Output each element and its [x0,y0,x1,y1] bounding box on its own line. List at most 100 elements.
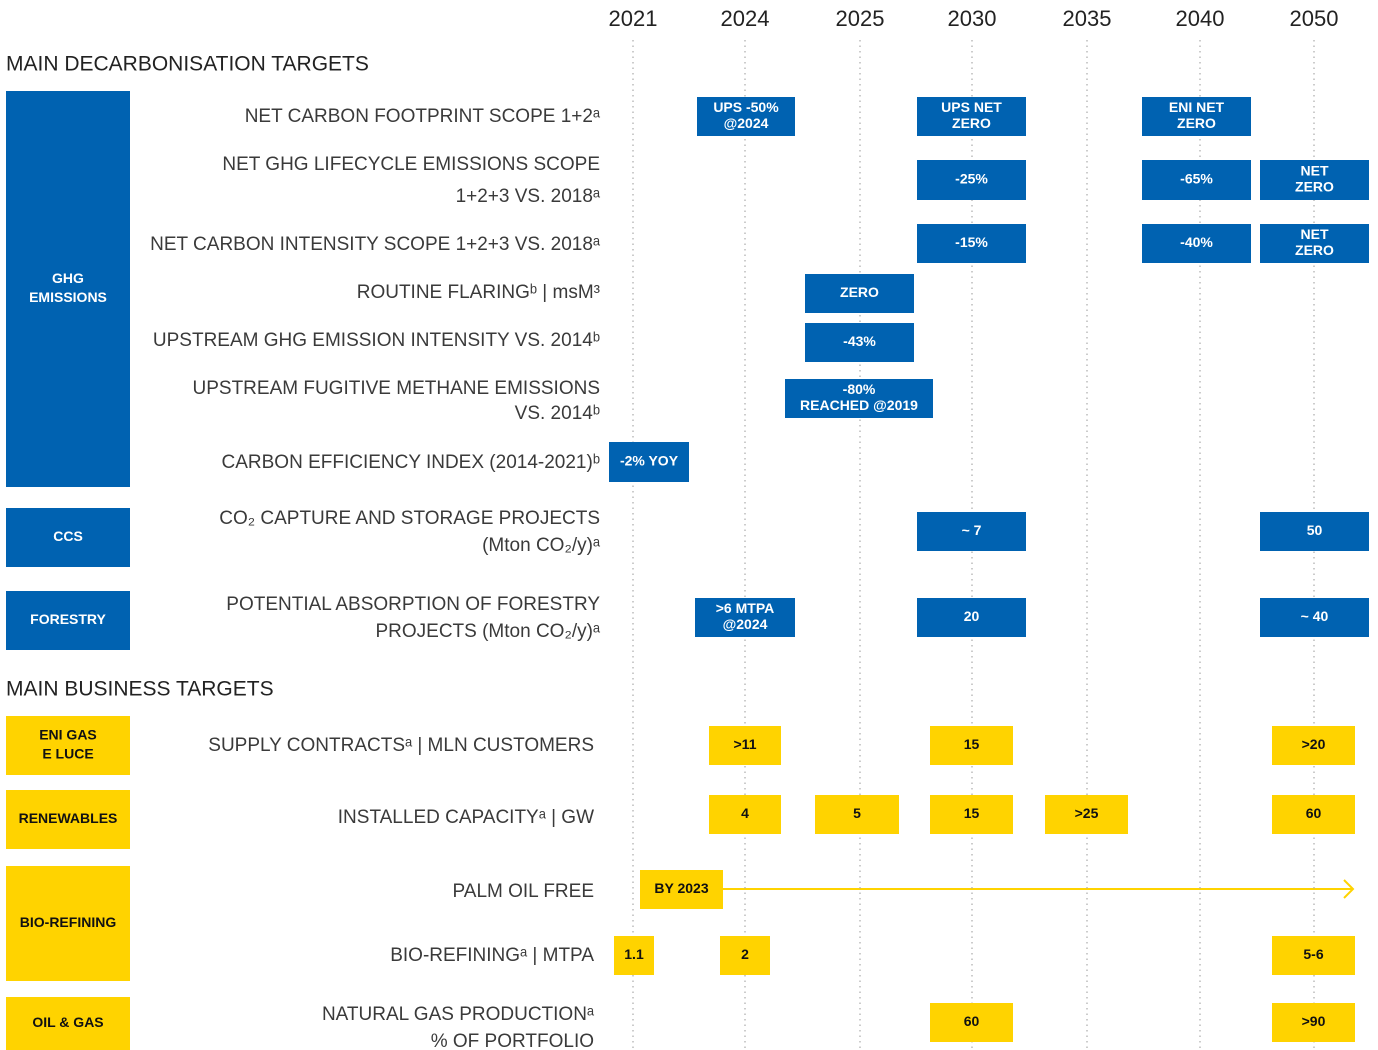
group-name: GHG [52,270,84,286]
target-box [1260,598,1369,637]
target-box [1272,795,1355,834]
target-value: ZERO [952,115,991,131]
target-value: 60 [1306,805,1322,821]
row-label: UPSTREAM FUGITIVE METHANE EMISSIONS [193,378,601,399]
group-name: RENEWABLES [19,810,118,826]
group-name: OIL & GAS [32,1014,103,1030]
target-value: 15 [964,736,980,752]
target-box [1260,224,1369,263]
target-box [720,936,770,975]
target-value: >6 MTPA [716,600,774,616]
group-box [6,866,130,981]
target-value: 4 [741,805,749,821]
group-box [6,591,130,650]
year-label: 2050 [1290,6,1339,31]
group-box [6,997,130,1050]
section-title: MAIN DECARBONISATION TARGETS [6,53,369,76]
target-value: BY 2023 [654,880,708,896]
group-box [6,508,130,567]
target-value: 5-6 [1303,946,1323,962]
target-value: -2% YOY [620,453,679,469]
target-box [815,795,899,834]
year-label: 2030 [948,6,997,31]
year-label: 2040 [1176,6,1225,31]
year-label: 2021 [609,6,658,31]
target-value: @2024 [724,115,769,131]
group-name: CCS [53,528,83,544]
target-box [1260,512,1369,551]
target-box [930,726,1013,765]
group-name: BIO-REFINING [20,914,117,930]
row-label: POTENTIAL ABSORPTION OF FORESTRY [226,594,600,615]
background-layer [6,40,1369,1050]
target-box [1260,160,1369,200]
target-value: >25 [1075,805,1099,821]
year-label: 2025 [836,6,885,31]
target-value: ENI NET [1169,99,1225,115]
group-name: EMISSIONS [29,289,107,305]
target-value: -40% [1180,234,1213,250]
target-value: -65% [1180,171,1213,187]
target-box [1272,1003,1355,1042]
group-box [6,790,130,849]
target-value: >11 [734,736,757,752]
target-box [695,598,795,637]
target-box [917,97,1026,136]
row-label: VS. 2014ᵇ [515,403,600,424]
target-value: 20 [964,608,980,624]
target-box [917,160,1026,200]
target-value: NET [1301,163,1329,179]
year-label: 2024 [721,6,770,31]
row-label: NET GHG LIFECYCLE EMISSIONS SCOPE [222,154,600,175]
group-name: E LUCE [42,746,93,762]
target-box [917,598,1026,637]
row-label: 1+2+3 VS. 2018ᵃ [456,186,601,207]
row-label: BIO-REFININGᵃ | MTPA [390,945,594,966]
target-value: NET [1301,226,1329,242]
target-box [697,97,795,136]
group-name: FORESTRY [30,611,106,627]
palm-oil-arrow [723,879,1355,899]
target-value: 60 [964,1013,980,1029]
row-label: INSTALLED CAPACITYᵃ | GW [338,807,594,828]
group-box [6,91,130,487]
target-box [917,224,1026,263]
row-label: NATURAL GAS PRODUCTIONᵃ [322,1004,595,1025]
row-label: % OF PORTFOLIO [431,1031,594,1050]
target-value: ~ 7 [962,522,982,538]
target-box [709,795,781,834]
target-box [785,379,933,418]
target-box [1272,726,1355,765]
target-value: ~ 40 [1301,608,1329,624]
target-value: >90 [1302,1013,1326,1029]
target-box [614,936,654,975]
target-box [609,442,689,482]
target-box [1045,795,1128,834]
target-value: -25% [955,171,988,187]
row-label: PALM OIL FREE [453,881,594,902]
target-value: ZERO [840,284,879,300]
row-label: PROJECTS (Mton CO₂/y)ᵃ [375,621,600,642]
row-label: NET CARBON INTENSITY SCOPE 1+2+3 VS. 201… [150,234,601,255]
target-value: 50 [1307,522,1323,538]
target-box [917,512,1026,551]
target-value: ZERO [1177,115,1216,131]
target-box [930,795,1013,834]
section-title: MAIN BUSINESS TARGETS [6,678,274,701]
group-box [6,716,130,775]
target-value: ZERO [1295,242,1334,258]
target-value: UPS -50% [713,99,779,115]
target-box [640,870,723,909]
target-box [805,274,914,313]
row-label: CO₂ CAPTURE AND STORAGE PROJECTS [219,508,600,529]
target-value: -80% [843,381,876,397]
target-box [1142,224,1251,263]
row-label: ROUTINE FLARINGᵇ | msM³ [357,282,600,303]
target-box [1272,936,1355,975]
row-label: CARBON EFFICIENCY INDEX (2014-2021)ᵇ [222,452,601,473]
target-value: REACHED @2019 [800,397,918,413]
target-box [1142,97,1251,136]
target-box [930,1003,1013,1042]
target-box [805,323,914,362]
